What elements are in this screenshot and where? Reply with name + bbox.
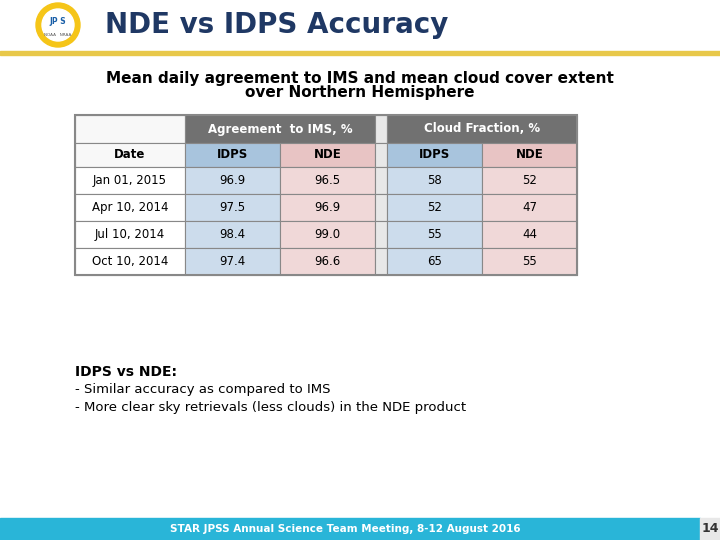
Bar	[482, 194, 577, 221]
Text: IDPS: IDPS	[419, 148, 450, 161]
Bar	[185, 115, 375, 143]
Bar	[280, 194, 375, 221]
Bar	[75, 194, 185, 221]
Text: 96.9: 96.9	[315, 201, 341, 214]
Text: Mean daily agreement to IMS and mean cloud cover extent: Mean daily agreement to IMS and mean clo…	[106, 71, 614, 85]
Text: IDPS vs NDE:: IDPS vs NDE:	[75, 365, 177, 379]
Bar	[482, 221, 577, 248]
Bar	[387, 248, 482, 275]
Bar	[75, 115, 185, 143]
Bar	[375, 143, 387, 167]
Text: 47: 47	[522, 201, 537, 214]
Text: NDE vs IDPS Accuracy: NDE vs IDPS Accuracy	[105, 11, 449, 39]
Bar	[700, 518, 720, 540]
Bar	[75, 248, 185, 275]
Bar	[185, 167, 280, 194]
Bar	[387, 167, 482, 194]
Bar	[75, 221, 185, 248]
Text: 97.4: 97.4	[220, 255, 246, 268]
Bar	[375, 194, 387, 221]
Bar	[280, 143, 375, 167]
Bar	[387, 115, 577, 143]
Bar	[185, 143, 280, 167]
Text: 96.5: 96.5	[315, 174, 341, 187]
Text: Cloud Fraction, %: Cloud Fraction, %	[424, 123, 540, 136]
Text: 52: 52	[427, 201, 442, 214]
Bar	[375, 248, 387, 275]
Text: STAR JPSS Annual Science Team Meeting, 8-12 August 2016: STAR JPSS Annual Science Team Meeting, 8…	[170, 524, 521, 534]
Text: Date: Date	[114, 148, 145, 161]
Bar	[482, 143, 577, 167]
Bar	[0, 0, 720, 50]
Text: 58: 58	[427, 174, 442, 187]
Text: Agreement  to IMS, %: Agreement to IMS, %	[207, 123, 352, 136]
Bar	[185, 248, 280, 275]
Circle shape	[42, 9, 74, 41]
Circle shape	[36, 3, 80, 47]
Bar	[0, 51, 720, 55]
Text: Jan 01, 2015: Jan 01, 2015	[93, 174, 167, 187]
Text: 99.0: 99.0	[315, 228, 341, 241]
Bar	[75, 167, 185, 194]
Bar	[375, 115, 387, 143]
Text: Oct 10, 2014: Oct 10, 2014	[92, 255, 168, 268]
Bar	[387, 221, 482, 248]
Text: - Similar accuracy as compared to IMS: - Similar accuracy as compared to IMS	[75, 383, 330, 396]
Text: NOAA   NRAA: NOAA NRAA	[45, 33, 72, 37]
Text: 14: 14	[701, 523, 719, 536]
Bar	[387, 143, 482, 167]
Text: - More clear sky retrievals (less clouds) in the NDE product: - More clear sky retrievals (less clouds…	[75, 401, 466, 414]
Bar	[280, 221, 375, 248]
Text: over Northern Hemisphere: over Northern Hemisphere	[246, 85, 474, 100]
Bar	[185, 194, 280, 221]
Text: Apr 10, 2014: Apr 10, 2014	[91, 201, 168, 214]
Bar	[482, 167, 577, 194]
Bar	[75, 115, 577, 275]
Text: 44: 44	[522, 228, 537, 241]
Bar	[185, 221, 280, 248]
Text: 98.4: 98.4	[220, 228, 246, 241]
Text: 96.6: 96.6	[315, 255, 341, 268]
Bar	[375, 221, 387, 248]
Text: NDE: NDE	[314, 148, 341, 161]
Text: Jul 10, 2014: Jul 10, 2014	[95, 228, 165, 241]
Text: 96.9: 96.9	[220, 174, 246, 187]
Text: 52: 52	[522, 174, 537, 187]
Bar	[280, 167, 375, 194]
Text: 97.5: 97.5	[220, 201, 246, 214]
Bar	[280, 248, 375, 275]
Bar	[375, 167, 387, 194]
Bar	[387, 194, 482, 221]
Text: IDPS: IDPS	[217, 148, 248, 161]
Bar	[75, 143, 185, 167]
Text: 55: 55	[522, 255, 537, 268]
Text: NDE: NDE	[516, 148, 544, 161]
Text: 65: 65	[427, 255, 442, 268]
Bar	[482, 248, 577, 275]
Text: JP S: JP S	[50, 17, 66, 26]
Text: 55: 55	[427, 228, 442, 241]
Bar	[0, 518, 700, 540]
